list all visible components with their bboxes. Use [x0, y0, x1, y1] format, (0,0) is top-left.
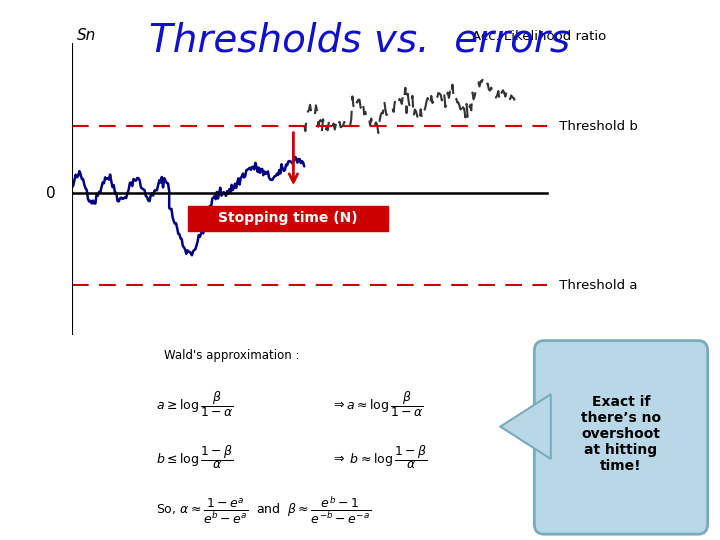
- Text: Threshold a: Threshold a: [555, 279, 638, 292]
- Text: Sn: Sn: [78, 28, 96, 43]
- Polygon shape: [500, 394, 551, 459]
- Text: $\Rightarrow\; b \approx \log\dfrac{1-\beta}{\alpha}$: $\Rightarrow\; b \approx \log\dfrac{1-\b…: [331, 443, 428, 470]
- Text: Wald's approximation :: Wald's approximation :: [164, 349, 300, 362]
- Text: Acc. Likelihood ratio: Acc. Likelihood ratio: [472, 30, 606, 43]
- FancyBboxPatch shape: [188, 206, 388, 231]
- Text: Threshold b: Threshold b: [555, 120, 638, 133]
- Text: Stopping time (N): Stopping time (N): [218, 211, 358, 225]
- Text: $b \leq \log\dfrac{1-\beta}{\alpha}$: $b \leq \log\dfrac{1-\beta}{\alpha}$: [156, 443, 233, 470]
- Text: Thresholds vs.  errors: Thresholds vs. errors: [150, 22, 570, 59]
- Text: 0: 0: [46, 186, 56, 201]
- FancyBboxPatch shape: [534, 341, 708, 534]
- Text: $\Rightarrow a \approx \log\dfrac{\beta}{1-\alpha}$: $\Rightarrow a \approx \log\dfrac{\beta}…: [331, 389, 424, 419]
- Text: $a \geq \log\dfrac{\beta}{1-\alpha}$: $a \geq \log\dfrac{\beta}{1-\alpha}$: [156, 389, 233, 419]
- Text: Exact if
there’s no
overshoot
at hitting
time!: Exact if there’s no overshoot at hitting…: [581, 395, 661, 474]
- Text: So, $\alpha \approx \dfrac{1-e^a}{e^b - e^a}$  and  $\beta \approx \dfrac{e^b - : So, $\alpha \approx \dfrac{1-e^a}{e^b - …: [156, 495, 371, 526]
